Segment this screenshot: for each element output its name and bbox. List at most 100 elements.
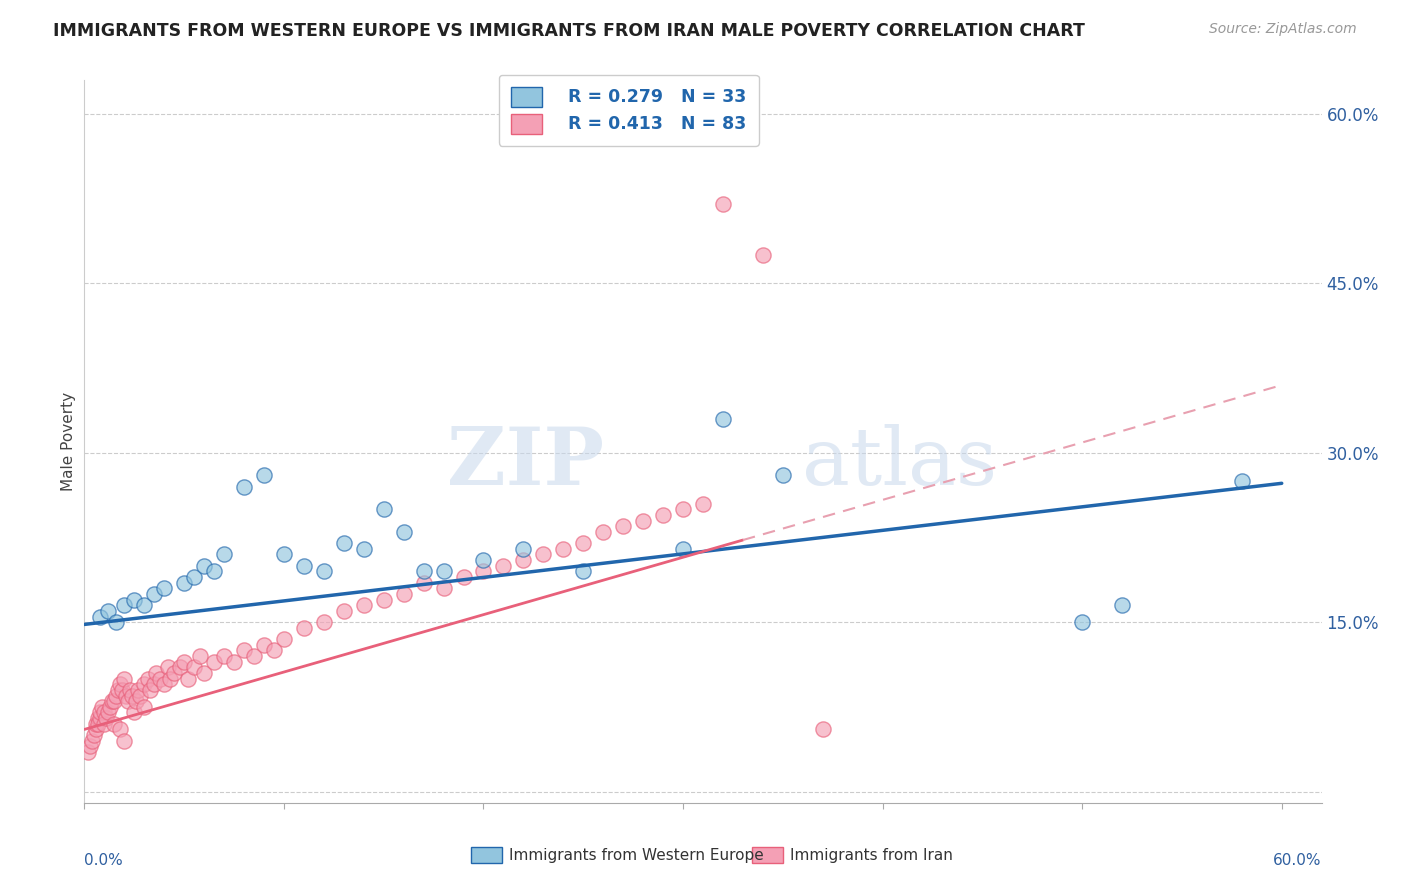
Point — [472, 553, 495, 567]
Point — [193, 558, 215, 573]
Point — [553, 541, 575, 556]
Point — [711, 197, 734, 211]
Point — [811, 723, 834, 737]
Point — [134, 677, 156, 691]
Point — [752, 248, 775, 262]
Point — [292, 558, 315, 573]
Point — [91, 699, 114, 714]
Point — [103, 716, 125, 731]
Point — [202, 565, 225, 579]
Legend:   R = 0.279   N = 33,   R = 0.413   N = 83: R = 0.279 N = 33, R = 0.413 N = 83 — [499, 75, 759, 146]
Point — [115, 689, 138, 703]
Point — [222, 655, 245, 669]
Point — [233, 643, 256, 657]
Point — [177, 672, 200, 686]
Point — [127, 682, 149, 697]
Point — [112, 672, 135, 686]
Point — [273, 632, 295, 646]
Point — [122, 592, 145, 607]
Point — [97, 706, 120, 720]
Point — [243, 648, 266, 663]
Point — [89, 609, 111, 624]
Point — [263, 643, 285, 657]
Point — [110, 723, 132, 737]
Point — [392, 524, 415, 539]
Point — [98, 699, 121, 714]
Point — [711, 412, 734, 426]
Point — [353, 599, 375, 613]
Point — [105, 689, 128, 703]
Point — [120, 682, 142, 697]
Text: 60.0%: 60.0% — [1274, 854, 1322, 869]
Point — [107, 682, 129, 697]
Point — [472, 565, 495, 579]
Point — [273, 548, 295, 562]
Text: 0.0%: 0.0% — [84, 854, 124, 869]
Point — [79, 739, 101, 754]
Point — [1111, 599, 1133, 613]
Point — [96, 711, 118, 725]
Text: Source: ZipAtlas.com: Source: ZipAtlas.com — [1209, 22, 1357, 37]
Point — [672, 502, 695, 516]
Point — [163, 665, 186, 680]
Point — [149, 672, 172, 686]
Point — [103, 694, 125, 708]
Point — [112, 599, 135, 613]
Point — [453, 570, 475, 584]
Text: IMMIGRANTS FROM WESTERN EUROPE VS IMMIGRANTS FROM IRAN MALE POVERTY CORRELATION : IMMIGRANTS FROM WESTERN EUROPE VS IMMIGR… — [53, 22, 1085, 40]
Point — [193, 665, 215, 680]
Point — [612, 519, 634, 533]
Text: atlas: atlas — [801, 425, 997, 502]
Point — [183, 570, 205, 584]
Point — [153, 677, 176, 691]
Point — [333, 536, 356, 550]
Point — [173, 655, 195, 669]
Point — [121, 689, 143, 703]
Point — [83, 728, 105, 742]
Point — [572, 565, 595, 579]
Point — [97, 604, 120, 618]
Point — [253, 468, 276, 483]
Point — [93, 706, 115, 720]
Point — [122, 706, 145, 720]
Point — [82, 733, 104, 747]
Point — [86, 723, 108, 737]
Point — [129, 689, 152, 703]
Point — [183, 660, 205, 674]
Point — [77, 745, 100, 759]
Point — [159, 672, 181, 686]
Point — [145, 665, 167, 680]
Point — [512, 553, 534, 567]
Point — [169, 660, 191, 674]
Point — [89, 706, 111, 720]
Point — [212, 548, 235, 562]
Point — [134, 699, 156, 714]
Point — [112, 733, 135, 747]
Point — [233, 480, 256, 494]
Point — [572, 536, 595, 550]
Point — [143, 587, 166, 601]
Point — [692, 497, 714, 511]
Point — [373, 592, 395, 607]
Point — [672, 541, 695, 556]
Point — [353, 541, 375, 556]
Point — [312, 565, 335, 579]
Point — [157, 660, 180, 674]
Point — [512, 541, 534, 556]
Point — [105, 615, 128, 630]
Point — [111, 682, 134, 697]
Point — [531, 548, 554, 562]
Point — [373, 502, 395, 516]
Point — [139, 682, 162, 697]
Point — [592, 524, 614, 539]
Point — [212, 648, 235, 663]
Point — [432, 582, 454, 596]
Point — [202, 655, 225, 669]
Text: ZIP: ZIP — [447, 425, 605, 502]
Point — [86, 716, 108, 731]
Point — [652, 508, 675, 522]
Point — [412, 575, 434, 590]
Point — [153, 582, 176, 596]
Y-axis label: Male Poverty: Male Poverty — [60, 392, 76, 491]
Point — [101, 694, 124, 708]
